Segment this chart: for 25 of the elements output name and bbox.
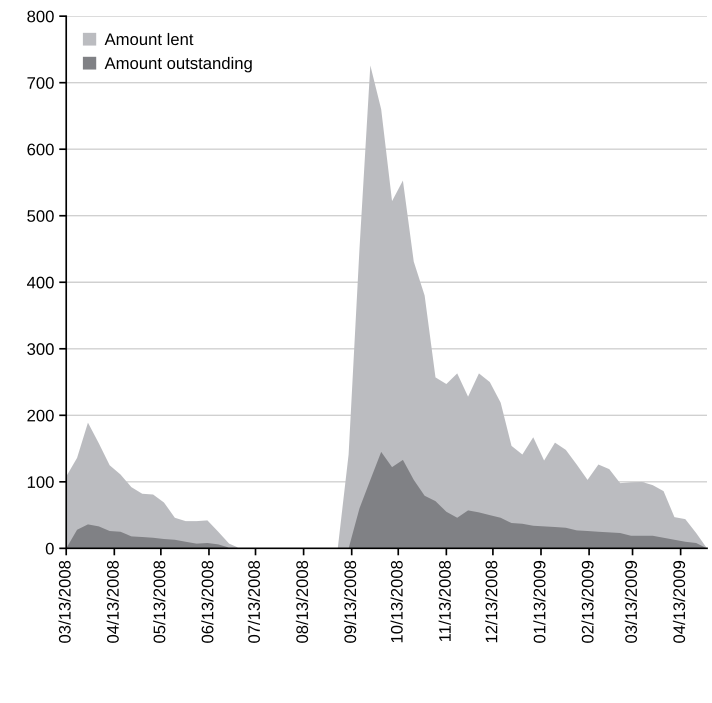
x-tick-label: 05/13/2008 <box>153 560 166 643</box>
y-tick-label: 800 <box>27 10 54 22</box>
y-tick-label: 200 <box>27 410 54 422</box>
x-tick-label: 01/13/2009 <box>533 560 546 643</box>
y-tick-label: 400 <box>26 276 54 288</box>
y-tick-label: 100 <box>28 476 54 488</box>
x-tick-label: 04/13/2008 <box>106 560 119 643</box>
y-tick-label: 0 <box>46 542 54 555</box>
x-tick-label: 08/13/2008 <box>296 560 308 643</box>
legend-label: Amount outstanding <box>104 56 252 72</box>
y-tick-label: 300 <box>27 343 54 355</box>
x-tick-label: 03/13/2009 <box>624 560 638 643</box>
y-tick-label: 600 <box>27 144 54 156</box>
x-tick-label: 11/13/2008 <box>438 560 451 642</box>
x-tick-label: 10/13/2008 <box>390 560 403 642</box>
x-tick-label: 09/13/2008 <box>344 560 356 643</box>
x-tick-label: 12/13/2008 <box>485 560 498 642</box>
x-tick-label: 03/13/2008 <box>58 560 71 643</box>
x-tick-label: 07/13/2008 <box>248 560 260 643</box>
x-tick-label: 06/13/2008 <box>201 560 214 643</box>
legend-label: Amount lent <box>104 32 194 46</box>
y-tick-label: 500 <box>27 210 54 222</box>
y-tick-label: 700 <box>27 77 54 89</box>
x-tick-label: 02/13/2009 <box>581 560 594 643</box>
x-tick-label: 04/13/2009 <box>672 560 686 643</box>
